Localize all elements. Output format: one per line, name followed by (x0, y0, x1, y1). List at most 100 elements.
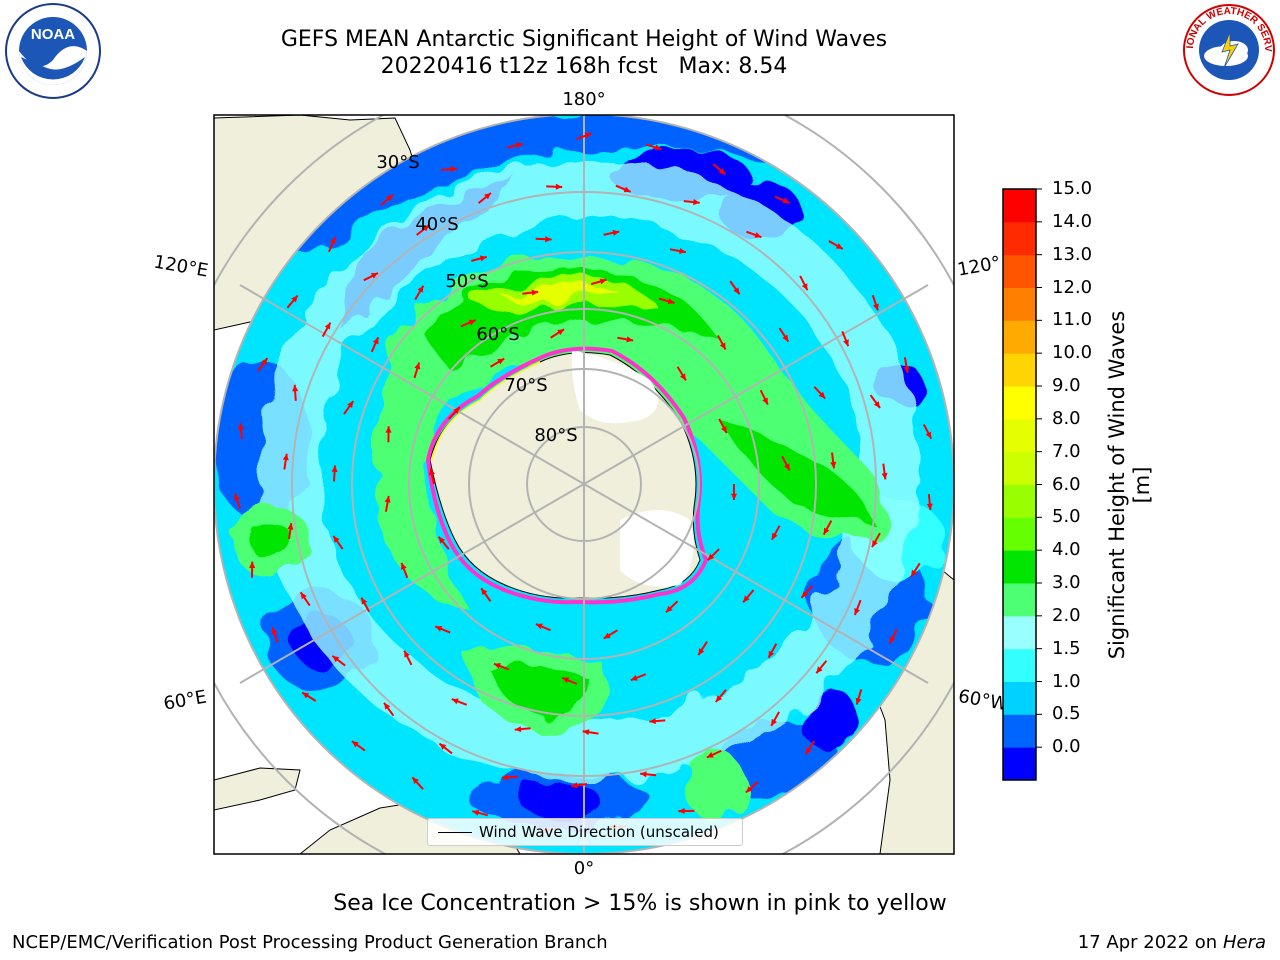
wave-arrow-head (571, 782, 578, 789)
wave-arrow-head (720, 426, 727, 434)
wave-arrow-head (698, 648, 705, 656)
wave-arrow-head (743, 595, 750, 603)
colorbar-swatch (1003, 550, 1036, 584)
colorbar-tick-label: 3.0 (1052, 572, 1081, 593)
wave-arrow-head (370, 272, 378, 279)
lat-label-80s: 80°S (534, 425, 577, 446)
wave-arrow-head (386, 194, 394, 202)
colorbar-swatch (1003, 714, 1036, 748)
wave-arrow-head (612, 229, 620, 236)
wave-arrow-head (679, 373, 686, 381)
graticule (214, 115, 954, 854)
colorbar-swatch (1003, 517, 1036, 551)
wave-arrow-head (679, 248, 686, 255)
wave-arrow-head (271, 627, 278, 635)
footer-host: Hera (1222, 932, 1266, 953)
wave-arrow-head (400, 562, 407, 570)
ice-shelf-weddell (620, 510, 694, 587)
lat-label-30s: 30°S (376, 152, 419, 173)
colorbar-tick-label: 6.0 (1052, 473, 1081, 495)
colorbar-tick-label: 1.5 (1052, 637, 1081, 659)
wave-arrow-head (329, 237, 336, 245)
wave-arrow-head (854, 608, 860, 615)
wave-arrow-head (926, 503, 933, 511)
colorbar (1002, 188, 1042, 781)
wave-arrow-head (300, 592, 307, 600)
wave-arrow-head (745, 786, 753, 793)
wave-arrow-head (439, 743, 447, 750)
wind-wave-arrows (234, 132, 933, 834)
wave-arrow-head (855, 697, 862, 705)
wave-arrow-head (693, 199, 700, 206)
colorbar-tick-label: 13.0 (1052, 243, 1093, 265)
colorbar-swatch (1003, 287, 1036, 321)
wave-arrow-head (472, 809, 480, 816)
wave-arrow-head (497, 358, 505, 365)
wave-arrow-head (649, 718, 656, 725)
wave-arrow-head (249, 561, 256, 568)
colorbar-tick-label: 2.0 (1052, 604, 1081, 626)
wave-arrow-head (754, 232, 762, 238)
wave-arrow-head (292, 384, 299, 392)
lon-label-60e: 60°E (162, 686, 208, 714)
wave-arrow-head (715, 695, 723, 702)
wave-arrow-head (384, 495, 391, 503)
wave-arrow-head (873, 303, 879, 311)
colorbar-swatch (1003, 189, 1036, 223)
wave-arrow-head (412, 777, 419, 785)
colorbar-swatch (1003, 583, 1036, 617)
lon-label-120e: 120°E (152, 251, 210, 281)
sea-ice-caption: Sea Ice Concentration > 15% is shown in … (333, 891, 947, 916)
wave-arrow-head (771, 532, 778, 540)
wave-arrow-head (872, 540, 878, 548)
wave-arrow-head (562, 677, 570, 684)
colorbar-tick-label: 15.0 (1052, 178, 1093, 199)
wave-arrow-head (438, 536, 445, 544)
wave-arrow-head (823, 527, 830, 535)
colorbar-swatch (1003, 320, 1036, 354)
wave-arrow-head (531, 289, 539, 296)
wave-arrow-head (707, 553, 715, 561)
colorbar-swatch (1003, 615, 1036, 650)
colorbar-tick-label: 5.0 (1052, 506, 1081, 528)
colorbar-swatch (1003, 418, 1036, 453)
wave-arrow-head (911, 569, 918, 577)
wave-arrow-head (451, 698, 459, 705)
legend-label: Wind Wave Direction (unscaled) (479, 823, 719, 841)
wave-arrow-head (805, 747, 812, 755)
lon-label-0: 0° (574, 858, 594, 879)
lat-label-70s: 70°S (504, 375, 547, 396)
wave-arrow-head (678, 807, 685, 815)
wave-arrow-head (706, 752, 714, 758)
nws-logo: NATIONAL WEATHER SERVICE (1180, 2, 1275, 96)
lat-label-40s: 40°S (415, 214, 458, 235)
colorbar-tick-label: 7.0 (1052, 440, 1081, 462)
wave-arrow-head (282, 453, 289, 461)
wave-arrow-head (768, 650, 775, 658)
lon-label-180: 180° (562, 89, 605, 110)
wave-arrow-head (468, 319, 476, 326)
wave-arrow-head (640, 771, 647, 778)
wave-arrow-head (481, 588, 488, 596)
wave-arrow-head (903, 366, 910, 374)
wave-arrow-head (835, 243, 843, 249)
wave-arrow-head (925, 431, 932, 439)
wave-arrow-head (287, 523, 294, 530)
lat-label-60s: 60°S (476, 324, 519, 345)
wave-arrow-head (654, 144, 662, 151)
wave-arrow-head (719, 342, 726, 350)
wave-arrow-head (333, 535, 340, 543)
colorbar-tick-label: 11.0 (1052, 309, 1093, 331)
wave-arrow-head (237, 423, 244, 430)
map-legend: Wind Wave Direction (unscaled) (427, 818, 743, 846)
wave-arrow-head (718, 168, 726, 175)
wave-arrow-head (453, 407, 460, 414)
colorbar-swatch (1003, 254, 1036, 288)
wave-arrow-head (384, 702, 391, 710)
wave-arrow-head (302, 692, 310, 699)
wave-arrow-head (535, 623, 543, 630)
wave-arrow-head (385, 426, 392, 433)
wave-arrow-head (450, 166, 458, 173)
colorbar-tick-label: 0.0 (1052, 736, 1081, 758)
